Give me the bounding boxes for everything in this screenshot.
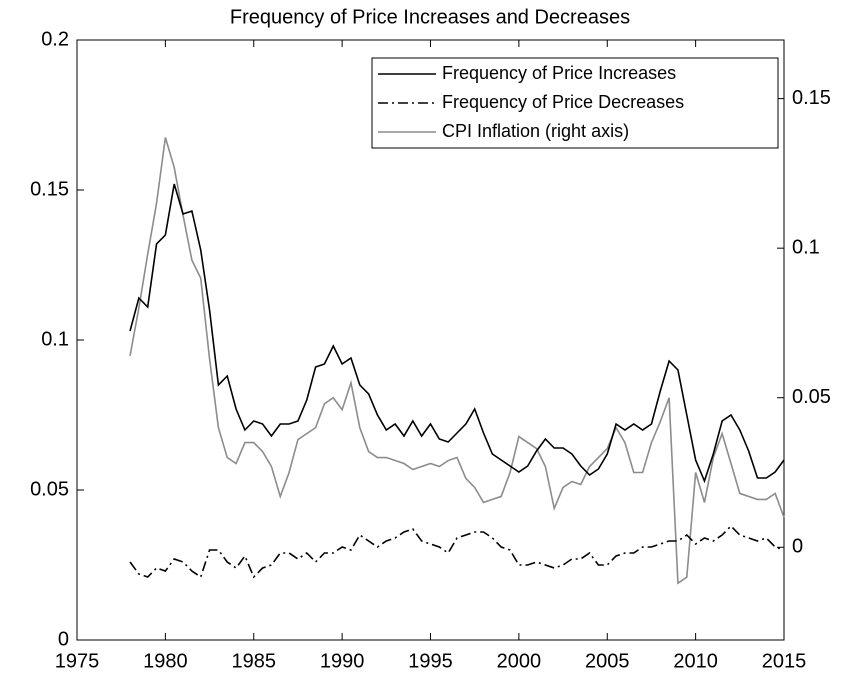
- chart-title: Frequency of Price Increases and Decreas…: [230, 6, 630, 28]
- y2-tick-label: 0.05: [792, 386, 831, 408]
- x-tick-label: 2005: [585, 650, 630, 672]
- y2-tick-label: 0.1: [792, 236, 820, 258]
- x-tick-label: 1975: [55, 650, 100, 672]
- series-line: [129, 524, 785, 579]
- legend-label: Frequency of Price Decreases: [442, 92, 684, 112]
- y2-tick-label: 0.15: [792, 87, 831, 109]
- x-tick-label: 2015: [762, 650, 807, 672]
- x-tick-label: 1995: [408, 650, 453, 672]
- y-tick-label: 0.05: [30, 478, 69, 500]
- series-line: [129, 183, 785, 484]
- x-tick-label: 2000: [497, 650, 542, 672]
- x-tick-label: 1985: [232, 650, 277, 672]
- legend-label: Frequency of Price Increases: [442, 63, 676, 83]
- x-tick-label: 2010: [673, 650, 718, 672]
- series-line: [129, 137, 785, 585]
- legend-box: [371, 57, 779, 149]
- legend-label: CPI Inflation (right axis): [442, 121, 629, 141]
- y-tick-label: 0.15: [30, 178, 69, 200]
- y-tick-label: 0.1: [41, 328, 69, 350]
- y-tick-label: 0.2: [41, 28, 69, 50]
- x-tick-label: 1990: [320, 650, 365, 672]
- y2-tick-label: 0: [792, 536, 803, 558]
- y-tick-label: 0: [58, 628, 69, 650]
- x-tick-label: 1980: [143, 650, 188, 672]
